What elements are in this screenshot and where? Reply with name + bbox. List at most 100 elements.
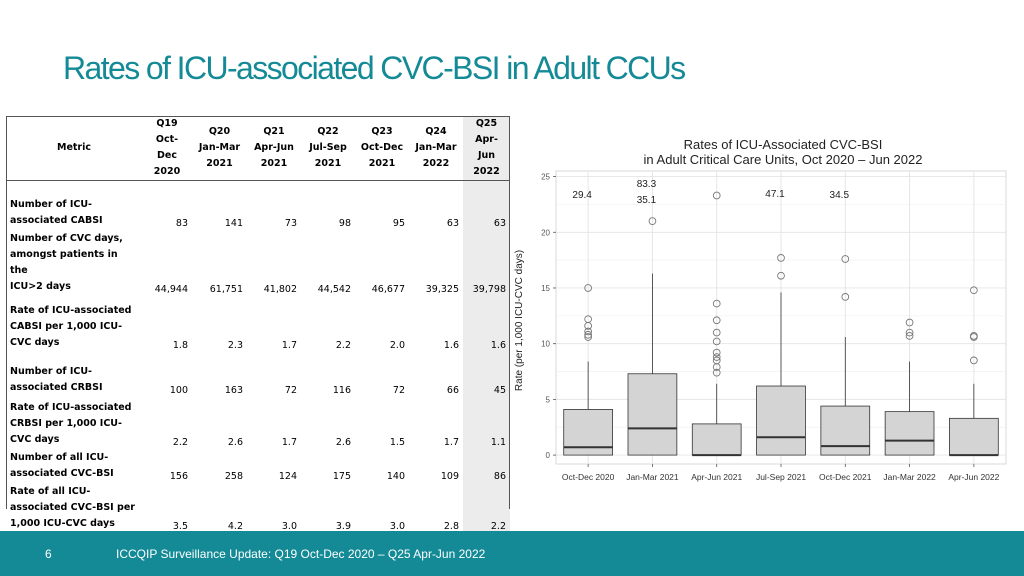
table-cell: 1.5 [389, 436, 405, 448]
table-row: Number of all ICU-associated CVC-BSI 156 2… [6, 449, 510, 484]
table-cell: 1.7 [281, 436, 297, 448]
y-tick-label: 0 [546, 451, 551, 460]
table-cell: 1.6 [463, 296, 510, 353]
table-cell: 2.8 [443, 520, 459, 532]
table-cell: 41,802 [263, 283, 297, 295]
footer-bar: 6 ICCQIP Surveillance Update: Q19 Oct-De… [0, 531, 1024, 576]
row-label: Number of CVC days, amongst patients in t… [6, 231, 142, 297]
column-year: 2020 [153, 166, 181, 177]
column-header-q23: Q23 Oct-Dec 2021 [355, 116, 409, 181]
x-tick-label: Oct-Dec 2020 [562, 472, 615, 482]
column-period: Apr-Jun [475, 134, 498, 161]
row-label-line: ICU>2 days [10, 280, 71, 292]
outlier-point [841, 293, 850, 301]
outlier-point [584, 333, 592, 341]
x-tick-label: Apr-Jun 2021 [691, 472, 742, 482]
outlier-point [584, 315, 592, 324]
row-label: Number of ICU-associated CRBSI [6, 353, 142, 398]
row-label-line: associated CVC-BSI per [10, 501, 135, 513]
outlier-point [712, 337, 721, 346]
table-cell: 100 [169, 384, 188, 396]
row-label-line: Number of CVC days, [10, 232, 123, 244]
table-cell: 39,325 [425, 283, 459, 295]
table-cell: 3.5 [172, 520, 188, 532]
column-header-q22: Q22 Jul-Sep 2021 [301, 116, 355, 181]
column-year: 2021 [206, 158, 233, 169]
table-cell: 1.7 [443, 436, 459, 448]
column-period: Oct-Dec [360, 142, 404, 153]
table-cell: 124 [278, 470, 297, 482]
table-cell: 156 [169, 470, 188, 482]
table-cell: 3.9 [335, 520, 351, 532]
max-value-annotation: 47.1 [765, 189, 785, 200]
table-cell: 109 [440, 470, 459, 482]
metrics-table-container: Metric Q19 Oct-Dec 2020 Q20 Jan-Mar 2021 Q21 Ap… [6, 116, 510, 554]
column-year: 2021 [368, 158, 396, 169]
table-cell: 98 [338, 217, 351, 229]
outlier-point [777, 271, 785, 280]
table-cell: 163 [224, 384, 243, 396]
table-cell: 3.0 [281, 520, 297, 532]
table-cell: 44,944 [154, 283, 188, 295]
y-tick-label: 15 [541, 284, 550, 293]
column-q: Q25 [475, 118, 498, 129]
table-cell: 86 [463, 449, 510, 484]
table-cell: 2.0 [389, 339, 405, 351]
table-cell: 66 [446, 384, 459, 396]
metric-header: Metric [6, 116, 142, 181]
column-period: Apr-Jun [254, 142, 294, 153]
table-cell: 1.1 [463, 397, 510, 450]
column-q: Q21 [263, 126, 285, 137]
x-tick-label: Jul-Sep 2021 [756, 472, 806, 482]
column-q: Q19 [156, 118, 178, 129]
outlier-point [905, 328, 914, 337]
table-cell: 72 [284, 384, 297, 396]
table-cell: 116 [332, 384, 351, 396]
table-cell: 3.0 [389, 520, 405, 532]
row-label-line: CABSI per 1,000 ICU- [10, 320, 123, 332]
table-cell: 2.6 [335, 436, 351, 448]
row-label-line: CVC days [10, 433, 60, 445]
outlier-point [970, 332, 978, 340]
max-value-annotation: 83.3 [637, 179, 657, 190]
max-value-annotation: 34.5 [830, 190, 850, 201]
row-label-line: Rate of all ICU- [10, 485, 91, 497]
table-cell: 4.2 [227, 520, 243, 532]
column-header-q24: Q24 Jan-Mar 2022 [409, 116, 463, 181]
outlier-point [712, 356, 721, 365]
row-label-line: associated CVC-BSI [10, 467, 114, 479]
column-year: 2022 [473, 166, 500, 177]
table-row: Rate of ICU-associated CRBSI per 1,000 IC… [6, 397, 510, 450]
box-2 [627, 373, 678, 456]
column-header-q19: Q19 Oct-Dec 2020 [142, 116, 192, 181]
column-header-q20: Q20 Jan-Mar 2021 [192, 116, 247, 181]
column-year: 2021 [314, 158, 342, 169]
table-cell: 44,542 [317, 283, 351, 295]
row-label-line: 1,000 ICU-CVC days [10, 517, 115, 529]
table-row: Number of CVC days, amongst patients in t… [6, 230, 510, 297]
column-q: Q23 [371, 126, 393, 137]
row-label: Rate of all ICU-associated CVC-BSI per 1,… [6, 484, 142, 535]
column-period: Jan-Mar [415, 142, 457, 153]
table-cell: 72 [392, 384, 405, 396]
table-cell: 95 [392, 217, 405, 229]
outlier-point [584, 284, 592, 292]
outlier-point [777, 254, 785, 262]
box-5 [820, 405, 871, 456]
x-tick-label: Jan-Mar 2022 [883, 472, 936, 482]
table-cell: 2.6 [227, 436, 243, 448]
row-label-line: Rate of ICU-associated [10, 304, 132, 316]
column-header-q21: Q21 Apr-Jun 2021 [247, 116, 301, 181]
page-number: 6 [45, 547, 52, 561]
outlier-point [648, 217, 657, 225]
table-cell: 2.3 [227, 339, 243, 351]
table-cell: 1.6 [443, 339, 459, 351]
outlier-point [712, 191, 721, 200]
row-label: Rate of ICU-associated CRBSI per 1,000 IC… [6, 398, 142, 450]
footer-text: ICCQIP Surveillance Update: Q19 Oct-Dec … [116, 547, 486, 561]
row-label-line: amongst patients in the [10, 248, 118, 276]
row-label-line: Number of ICU- [10, 365, 92, 377]
box-4 [756, 385, 806, 456]
table-cell: 1.8 [172, 339, 188, 351]
x-tick-label: Apr-Jun 2022 [948, 472, 999, 482]
